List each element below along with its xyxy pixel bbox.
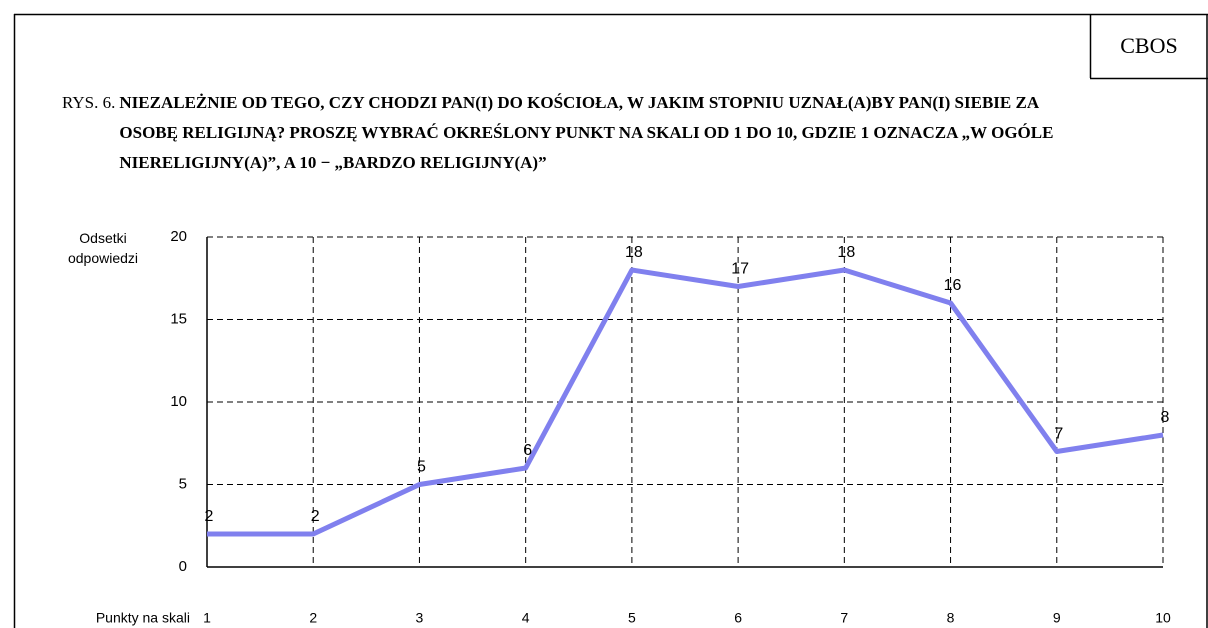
data-label: 16 <box>944 277 962 294</box>
x-tick-label: 3 <box>416 610 424 626</box>
data-label: 18 <box>837 244 855 261</box>
y-axis-label: Odsetki odpowiedzi <box>67 230 139 266</box>
x-tick-label: 4 <box>522 610 530 626</box>
data-label: 17 <box>731 261 749 278</box>
data-label: 2 <box>205 508 214 525</box>
x-tick-label: 2 <box>309 610 317 626</box>
x-tick-label: 7 <box>840 610 848 626</box>
figure-label: RYS. 6. <box>62 93 116 112</box>
x-tick-label: 9 <box>1053 610 1061 626</box>
y-tick-label: 20 <box>170 228 187 245</box>
data-label: 6 <box>523 442 532 459</box>
series-line <box>207 267 1164 537</box>
x-tick-label: 8 <box>947 610 955 626</box>
y-tick-label: 0 <box>179 558 187 575</box>
data-label: 8 <box>1161 409 1170 426</box>
data-label: 2 <box>311 508 320 525</box>
data-label: 7 <box>1054 426 1063 443</box>
y-tick-label: 15 <box>170 310 187 327</box>
x-tick-label: 5 <box>628 610 636 626</box>
x-axis-label: Punkty na skali <box>96 610 190 626</box>
data-label: 5 <box>417 459 426 476</box>
x-tick-label: 6 <box>734 610 742 626</box>
chart-title: RYS. 6. NIEZALEŻNIE OD TEGO, CZY CHODZI … <box>62 88 1092 178</box>
brand: CBOS <box>1120 33 1178 58</box>
title-text: NIEZALEŻNIE OD TEGO, CZY CHODZI PAN(I) D… <box>119 93 1054 172</box>
x-tick-label: 1 <box>203 610 211 626</box>
x-tick-label: 10 <box>1155 610 1171 626</box>
y-tick-label: 10 <box>170 393 187 410</box>
y-tick-label: 5 <box>179 475 187 492</box>
data-label: 18 <box>625 244 643 261</box>
